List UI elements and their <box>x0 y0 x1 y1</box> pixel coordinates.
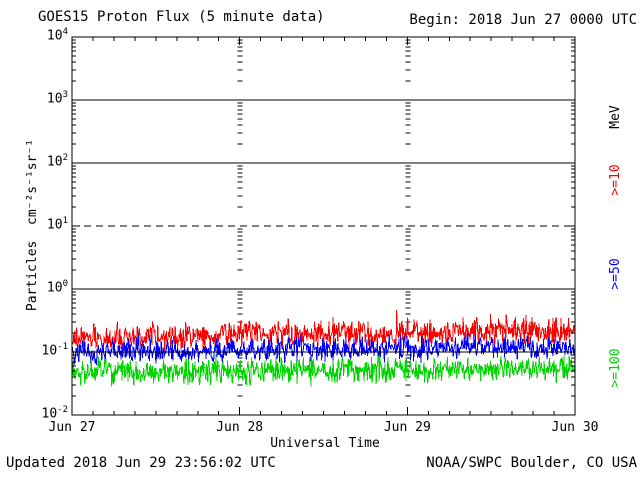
legend-title-mev: MeV <box>608 105 623 129</box>
y-tick-label: 100 <box>46 279 68 296</box>
x-tick-label: Jun 28 <box>216 420 264 435</box>
series-100 <box>71 354 576 387</box>
y-tick-label: 103 <box>46 90 68 107</box>
x-tick-label: Jun 29 <box>383 420 431 435</box>
legend-label-ge100: >=100 <box>608 348 623 388</box>
legend-label-ge50: >=50 <box>608 258 623 290</box>
grid-lines <box>72 99 575 353</box>
y-tick-label: 101 <box>46 216 68 233</box>
chart-title: GOES15 Proton Flux (5 minute data) <box>38 9 325 25</box>
series-10 <box>71 309 576 353</box>
footer-credit: NOAA/SWPC Boulder, CO USA <box>426 455 637 471</box>
begin-label: Begin: 2018 Jun 27 0000 UTC <box>409 12 637 28</box>
plot-frame-and-ticks <box>71 36 576 416</box>
day-boundary-dash-columns <box>237 39 411 397</box>
x-axis-label: Universal Time <box>270 436 380 451</box>
y-tick-label: 102 <box>46 153 68 170</box>
y-tick-label: 10-1 <box>41 342 69 359</box>
y-tick-label: 104 <box>46 27 68 44</box>
x-tick-label: Jun 27 <box>48 420 96 435</box>
x-tick-label: Jun 30 <box>551 420 599 435</box>
legend-label-ge10: >=10 <box>608 164 623 196</box>
series-50 <box>71 333 576 366</box>
footer-updated: Updated 2018 Jun 29 23:56:02 UTC <box>6 455 276 471</box>
y-tick-label: 10-2 <box>41 405 69 422</box>
